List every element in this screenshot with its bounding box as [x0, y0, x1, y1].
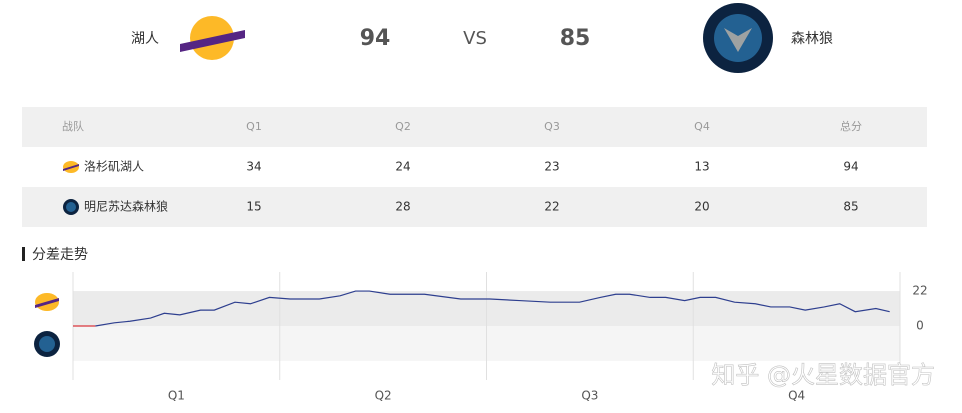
home-score: 94	[360, 26, 391, 51]
y-tick-label: 0	[916, 319, 924, 333]
table-header: Q1	[246, 120, 262, 133]
section-bar	[22, 247, 25, 261]
wolves-logo-small	[63, 199, 79, 215]
diff-line	[95, 290, 890, 327]
lakers-logo-small	[63, 161, 79, 173]
table-cell: 24	[395, 160, 410, 174]
watermark: 知乎 @火星数据官方	[711, 361, 935, 389]
x-tick-label: Q1	[168, 389, 185, 403]
lakers-logo-chart	[35, 293, 59, 311]
x-tick-label: Q3	[581, 389, 598, 403]
away-score: 85	[560, 26, 591, 51]
vs: VS	[463, 28, 487, 49]
table-cell: 20	[694, 200, 709, 214]
table-cell: 13	[694, 160, 709, 174]
away-team: 森林狼	[791, 31, 833, 47]
table-cell: 85	[843, 200, 858, 214]
table-header-bg	[22, 107, 927, 147]
table-cell: 洛杉矶湖人	[84, 159, 144, 174]
table-header: 战队	[62, 119, 84, 133]
table-header: Q3	[544, 120, 560, 133]
table-cell: 34	[246, 160, 261, 174]
y-tick-label: 22	[912, 284, 927, 298]
wolves-logo	[703, 3, 773, 73]
section-title: 分差走势	[32, 247, 88, 263]
x-tick-label: Q2	[375, 389, 392, 403]
wolves-logo-chart	[34, 331, 60, 357]
table-header: Q4	[694, 120, 710, 133]
table-header: Q2	[395, 120, 411, 133]
table-cell: 明尼苏达森林狼	[84, 199, 168, 214]
table-header: 总分	[840, 119, 862, 133]
table-row-bg	[22, 187, 927, 227]
lakers-logo	[180, 16, 245, 60]
table-cell: 94	[843, 160, 858, 174]
table-cell: 28	[395, 200, 410, 214]
x-tick-label: Q4	[788, 389, 805, 403]
table-cell: 22	[544, 200, 559, 214]
table-cell: 15	[246, 200, 261, 214]
home-team: 湖人	[131, 31, 159, 47]
table-cell: 23	[544, 160, 559, 174]
